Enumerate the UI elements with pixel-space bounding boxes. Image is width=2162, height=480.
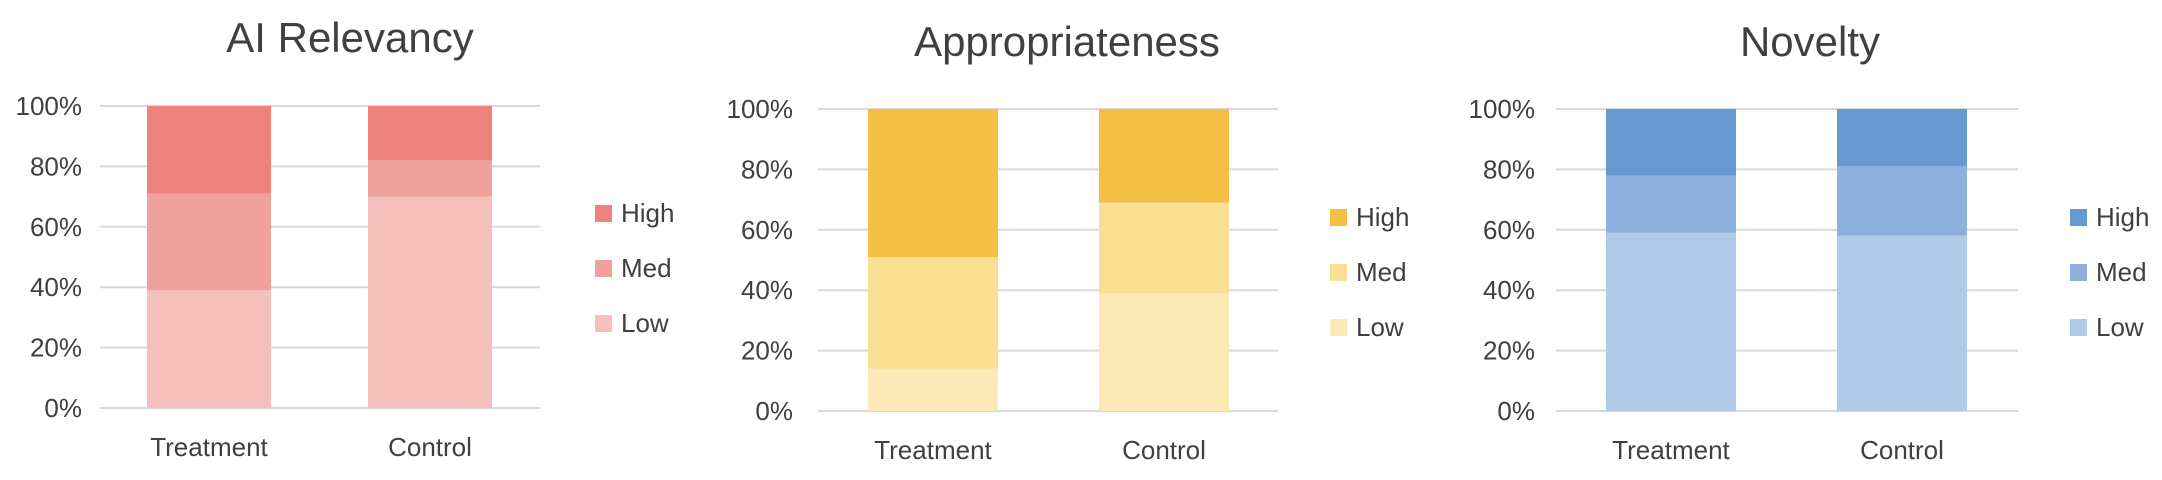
- y-tick-label: 80%: [741, 154, 793, 184]
- bar-control-med: [1099, 202, 1229, 294]
- legend-swatch-med: [1330, 264, 1347, 281]
- chart-appropriateness: Appropriateness 0% 20% 40% 60% 80% 100% Treatme…: [727, 18, 1410, 465]
- y-tick-label: 80%: [1483, 154, 1535, 184]
- legend-swatch-high: [595, 205, 612, 222]
- legend-label-high: High: [2096, 202, 2149, 232]
- legend-swatch-high: [1330, 209, 1347, 226]
- bar-control-high: [1837, 109, 1967, 167]
- legend-label-med: Med: [1356, 257, 1407, 287]
- y-tick-label: 40%: [1483, 275, 1535, 305]
- legend-label-high: High: [621, 198, 674, 228]
- y-tick-label: 100%: [1469, 94, 1536, 124]
- legend-swatch-med: [595, 260, 612, 277]
- legend-swatch-low: [595, 315, 612, 332]
- bar-treatment-high: [147, 106, 271, 194]
- bar-treatment-low: [1606, 232, 1736, 411]
- bar-treatment-low: [868, 368, 998, 411]
- y-tick-label: 20%: [741, 336, 793, 366]
- y-tick-label: 20%: [1483, 336, 1535, 366]
- chart-ai-relevancy: AI Relevancy 0% 20% 40% 60% 80% 100% Treatment C…: [16, 14, 675, 462]
- chart-title: Appropriateness: [914, 18, 1220, 65]
- bar-control-med: [368, 160, 492, 197]
- legend-swatch-high: [2070, 209, 2087, 226]
- y-tick-label: 0%: [1497, 396, 1535, 426]
- y-tick-label: 0%: [755, 396, 793, 426]
- legend-swatch-low: [1330, 319, 1347, 336]
- chart-title: AI Relevancy: [226, 14, 473, 61]
- x-category-label: Control: [1122, 435, 1206, 465]
- y-tick-label: 100%: [16, 91, 83, 121]
- bar-treatment-high: [868, 109, 998, 257]
- y-tick-label: 80%: [30, 151, 82, 181]
- y-tick-label: 40%: [741, 275, 793, 305]
- x-category-label: Treatment: [874, 435, 992, 465]
- legend-label-med: Med: [621, 253, 672, 283]
- x-category-label: Treatment: [150, 432, 268, 462]
- bar-control-med: [1837, 166, 1967, 236]
- bar-control-high: [1099, 109, 1229, 203]
- bar-treatment-low: [147, 290, 271, 408]
- bar-control-low: [368, 196, 492, 408]
- y-tick-label: 20%: [30, 333, 82, 363]
- chart-title: Novelty: [1740, 18, 1880, 65]
- x-category-label: Control: [388, 432, 472, 462]
- chart-novelty: Novelty 0% 20% 40% 60% 80% 100% Treatment Contro…: [1469, 18, 2150, 465]
- bar-treatment-med: [1606, 175, 1736, 233]
- y-tick-label: 60%: [1483, 215, 1535, 245]
- legend-swatch-med: [2070, 264, 2087, 281]
- x-category-label: Treatment: [1612, 435, 1730, 465]
- bar-control-low: [1099, 293, 1229, 411]
- bar-treatment-med: [868, 256, 998, 369]
- legend-label-low: Low: [621, 308, 669, 338]
- legend-label-high: High: [1356, 202, 1409, 232]
- y-tick-label: 100%: [727, 94, 794, 124]
- y-tick-label: 60%: [30, 212, 82, 242]
- legend-label-low: Low: [2096, 312, 2144, 342]
- legend-label-low: Low: [1356, 312, 1404, 342]
- bar-treatment-high: [1606, 109, 1736, 176]
- bar-treatment-med: [147, 193, 271, 291]
- x-category-label: Control: [1860, 435, 1944, 465]
- y-tick-label: 40%: [30, 272, 82, 302]
- bar-control-high: [368, 106, 492, 161]
- legend-swatch-low: [2070, 319, 2087, 336]
- bar-control-low: [1837, 235, 1967, 411]
- y-tick-label: 60%: [741, 215, 793, 245]
- y-tick-label: 0%: [44, 393, 82, 423]
- legend-label-med: Med: [2096, 257, 2147, 287]
